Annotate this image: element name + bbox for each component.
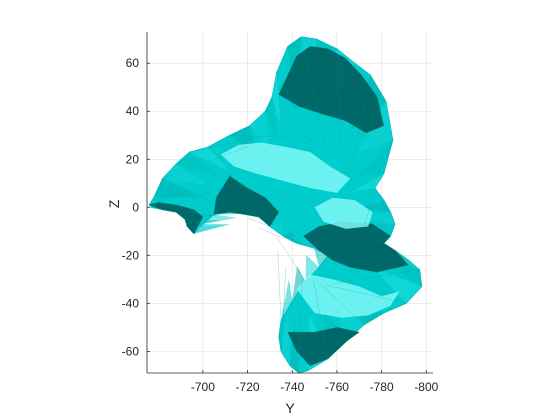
surface-facet	[296, 235, 315, 249]
mesh-edge	[332, 250, 396, 279]
surface-facet	[265, 96, 277, 141]
mesh-edge	[336, 48, 343, 163]
mesh-edge	[162, 146, 249, 179]
surface-facet	[350, 173, 384, 193]
mesh-edge	[193, 204, 222, 234]
surface-facet	[189, 147, 231, 172]
surface-facet	[176, 152, 220, 177]
mesh-edge	[280, 267, 287, 352]
surface-facet	[361, 277, 407, 313]
surface-mesh	[148, 36, 423, 374]
surface-facet	[356, 140, 393, 177]
surface-shadow-region	[287, 327, 360, 367]
mesh-edge	[343, 235, 391, 265]
surface-facet	[214, 212, 246, 215]
surface-highlight-region	[220, 142, 351, 193]
surface-facet	[281, 310, 290, 366]
surface-facet	[272, 72, 281, 129]
surface-facet	[305, 254, 319, 282]
mesh-edge	[246, 217, 270, 227]
mesh-edge	[265, 111, 316, 143]
y-axis-ticks: -60 -40 -20 0 20 40 60	[122, 56, 150, 358]
mesh-edge	[349, 75, 371, 178]
surface-shadow-region	[148, 202, 204, 235]
surface-shadow-region	[213, 175, 280, 227]
mesh-edge	[230, 212, 246, 215]
surface-facet	[313, 245, 328, 268]
mesh-edge	[298, 278, 303, 374]
x-axis-label: Y	[285, 400, 295, 416]
surface-facet	[373, 268, 422, 304]
mesh-edge	[326, 284, 407, 304]
mesh-edge	[313, 280, 329, 359]
surface-facet	[350, 188, 384, 201]
x-tick-label: -740	[280, 380, 304, 394]
mesh-edge	[189, 135, 267, 153]
mesh-edge	[355, 211, 391, 247]
mesh-edge	[162, 183, 236, 210]
mesh-edge	[316, 280, 364, 326]
surface-facet	[269, 225, 284, 237]
y-tick-label: -60	[122, 344, 140, 358]
mesh-edge	[363, 188, 376, 230]
mesh-edge	[300, 36, 327, 151]
mesh-edge	[276, 236, 306, 282]
surface-facet	[359, 212, 395, 225]
y-tick-label: -20	[122, 248, 140, 262]
surface-highlight-region	[314, 197, 373, 229]
surface-highlight-region	[296, 274, 400, 318]
surface-facet	[249, 111, 270, 151]
mesh-edge	[149, 172, 239, 206]
x-axis-ticks: -700 -720 -740 -760 -780 -800	[191, 370, 439, 394]
surface-shadow-region	[278, 46, 385, 134]
surface-facet	[153, 178, 204, 198]
mesh-edge	[274, 231, 329, 256]
mesh-edge	[229, 135, 293, 138]
x-tick-label: -720	[236, 380, 260, 394]
y-tick-label: -40	[122, 296, 140, 310]
y-tick-label: 40	[126, 104, 140, 118]
mesh-edge	[277, 250, 282, 321]
surface-facet	[278, 290, 285, 337]
y-tick-label: 20	[126, 152, 140, 166]
axes-frame	[146, 32, 433, 374]
mesh-edge	[184, 193, 229, 220]
surface-facet	[281, 278, 293, 321]
surface-facet	[292, 265, 306, 301]
surface-facet	[283, 231, 297, 244]
mesh-edge	[213, 208, 221, 215]
surface-facet	[162, 164, 211, 186]
x-tick-label: -760	[325, 380, 349, 394]
mesh-edge	[364, 139, 393, 206]
surface-facet	[378, 257, 422, 287]
mesh-edge	[276, 72, 319, 154]
y-axis-label: Z	[106, 199, 122, 208]
x-tick-label: -780	[370, 380, 394, 394]
y-tick-label: 0	[132, 200, 139, 214]
plot-area: -700 -720 -740 -760 -780 -800 -60 -40 -20 0 20 40 6…	[122, 32, 439, 394]
mesh-edge	[259, 228, 297, 244]
x-tick-label: -800	[414, 380, 438, 394]
mesh-edge	[334, 269, 420, 284]
surface-mesh-edges	[149, 36, 420, 374]
y-tick-label: 60	[126, 56, 140, 70]
x-tick-label: -700	[191, 380, 215, 394]
